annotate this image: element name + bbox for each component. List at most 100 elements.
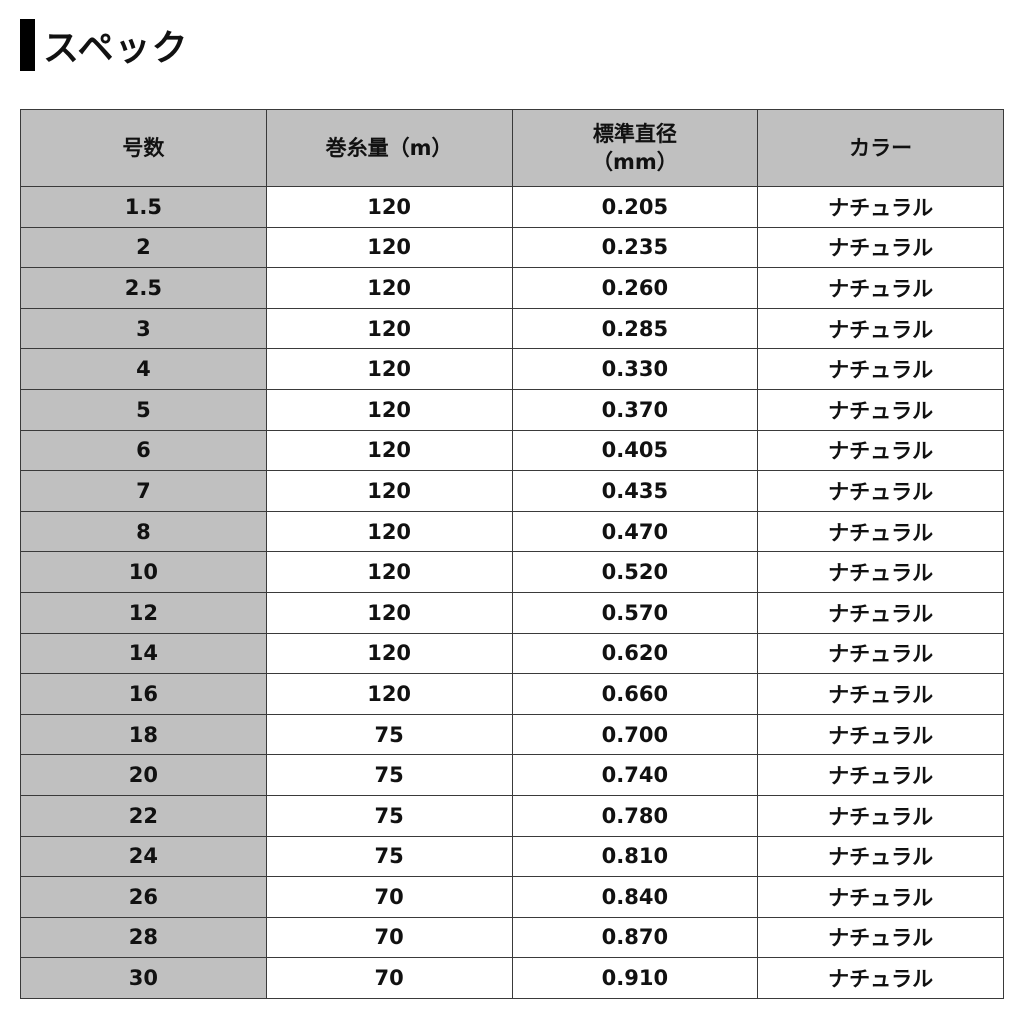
cell-diameter: 0.620 xyxy=(511,632,759,675)
cell-length: 120 xyxy=(265,591,513,634)
table-row: 3 120 0.285 ナチュラル xyxy=(20,307,1004,350)
table-row: 26 70 0.840 ナチュラル xyxy=(20,876,1004,918)
cell-size: 30 xyxy=(20,957,267,999)
cell-color: ナチュラル xyxy=(757,186,1004,228)
cell-diameter: 0.870 xyxy=(511,916,759,959)
cell-diameter: 0.205 xyxy=(511,186,759,228)
table-row: 20 75 0.740 ナチュラル xyxy=(20,754,1004,796)
cell-size: 16 xyxy=(20,673,267,715)
cell-length: 75 xyxy=(265,754,513,796)
cell-size: 7 xyxy=(20,470,267,512)
cell-size: 8 xyxy=(20,510,267,553)
cell-length: 120 xyxy=(265,388,513,431)
cell-diameter: 0.660 xyxy=(511,673,759,715)
cell-color: ナチュラル xyxy=(757,429,1004,472)
cell-size: 12 xyxy=(20,591,267,634)
cell-diameter: 0.405 xyxy=(511,429,759,472)
cell-color: ナチュラル xyxy=(757,388,1004,431)
section-heading: スペック xyxy=(20,19,188,71)
cell-length: 70 xyxy=(265,957,513,999)
table-row: 10 120 0.520 ナチュラル xyxy=(20,551,1004,593)
cell-diameter: 0.235 xyxy=(511,226,759,269)
cell-color: ナチュラル xyxy=(757,632,1004,675)
cell-size: 24 xyxy=(20,835,267,878)
table-row: 14 120 0.620 ナチュラル xyxy=(20,632,1004,675)
table-row: 30 70 0.910 ナチュラル xyxy=(20,957,1004,999)
cell-color: ナチュラル xyxy=(757,551,1004,593)
cell-size: 14 xyxy=(20,632,267,675)
spec-table: 号数 巻糸量（m） 標準直径 （mm） カラー 1.5 120 0.205 ナチュラル… xyxy=(20,109,1004,999)
cell-length: 120 xyxy=(265,673,513,715)
cell-diameter: 0.570 xyxy=(511,591,759,634)
cell-length: 120 xyxy=(265,510,513,553)
cell-color: ナチュラル xyxy=(757,267,1004,309)
cell-diameter: 0.840 xyxy=(511,876,759,918)
cell-size: 5 xyxy=(20,388,267,431)
cell-diameter: 0.780 xyxy=(511,794,759,837)
cell-color: ナチュラル xyxy=(757,348,1004,390)
cell-size: 26 xyxy=(20,876,267,918)
header-length: 巻糸量（m） xyxy=(265,109,513,187)
cell-length: 120 xyxy=(265,186,513,228)
cell-color: ナチュラル xyxy=(757,957,1004,999)
cell-length: 120 xyxy=(265,551,513,593)
cell-size: 2.5 xyxy=(20,267,267,309)
cell-length: 70 xyxy=(265,916,513,959)
cell-length: 75 xyxy=(265,713,513,756)
cell-length: 120 xyxy=(265,470,513,512)
table-row: 12 120 0.570 ナチュラル xyxy=(20,591,1004,634)
cell-color: ナチュラル xyxy=(757,510,1004,553)
cell-length: 120 xyxy=(265,226,513,269)
cell-diameter: 0.285 xyxy=(511,307,759,350)
cell-color: ナチュラル xyxy=(757,916,1004,959)
cell-size: 6 xyxy=(20,429,267,472)
cell-size: 1.5 xyxy=(20,186,267,228)
cell-size: 20 xyxy=(20,754,267,796)
table-header-row: 号数 巻糸量（m） 標準直径 （mm） カラー xyxy=(20,109,1004,187)
table-row: 6 120 0.405 ナチュラル xyxy=(20,429,1004,472)
cell-color: ナチュラル xyxy=(757,794,1004,837)
cell-length: 70 xyxy=(265,876,513,918)
cell-color: ナチュラル xyxy=(757,470,1004,512)
cell-length: 120 xyxy=(265,348,513,390)
table-row: 8 120 0.470 ナチュラル xyxy=(20,510,1004,553)
cell-size: 10 xyxy=(20,551,267,593)
cell-size: 28 xyxy=(20,916,267,959)
cell-diameter: 0.520 xyxy=(511,551,759,593)
page-title: スペック xyxy=(43,28,189,69)
table-row: 1.5 120 0.205 ナチュラル xyxy=(20,186,1004,228)
cell-length: 120 xyxy=(265,307,513,350)
table-row: 22 75 0.780 ナチュラル xyxy=(20,794,1004,837)
table-row: 7 120 0.435 ナチュラル xyxy=(20,470,1004,512)
table-row: 2 120 0.235 ナチュラル xyxy=(20,226,1004,269)
cell-color: ナチュラル xyxy=(757,754,1004,796)
cell-color: ナチュラル xyxy=(757,226,1004,269)
cell-size: 2 xyxy=(20,226,267,269)
cell-size: 4 xyxy=(20,348,267,390)
cell-length: 120 xyxy=(265,429,513,472)
header-color: カラー xyxy=(757,109,1004,187)
cell-color: ナチュラル xyxy=(757,835,1004,878)
cell-diameter: 0.435 xyxy=(511,470,759,512)
cell-diameter: 0.740 xyxy=(511,754,759,796)
cell-diameter: 0.910 xyxy=(511,957,759,999)
table-row: 5 120 0.370 ナチュラル xyxy=(20,388,1004,431)
cell-color: ナチュラル xyxy=(757,876,1004,918)
table-row: 24 75 0.810 ナチュラル xyxy=(20,835,1004,878)
table-body: 1.5 120 0.205 ナチュラル 2 120 0.235 ナチュラル 2.5 120 0.26… xyxy=(20,186,1004,999)
cell-size: 3 xyxy=(20,307,267,350)
cell-color: ナチュラル xyxy=(757,713,1004,756)
table-row: 2.5 120 0.260 ナチュラル xyxy=(20,267,1004,309)
cell-diameter: 0.810 xyxy=(511,835,759,878)
cell-diameter: 0.370 xyxy=(511,388,759,431)
heading-bar-marker xyxy=(20,19,35,71)
header-diameter: 標準直径 （mm） xyxy=(511,109,759,187)
cell-color: ナチュラル xyxy=(757,591,1004,634)
cell-length: 75 xyxy=(265,794,513,837)
table-row: 28 70 0.870 ナチュラル xyxy=(20,916,1004,959)
table-row: 18 75 0.700 ナチュラル xyxy=(20,713,1004,756)
cell-diameter: 0.330 xyxy=(511,348,759,390)
cell-length: 120 xyxy=(265,632,513,675)
cell-diameter: 0.470 xyxy=(511,510,759,553)
header-size: 号数 xyxy=(20,109,267,187)
